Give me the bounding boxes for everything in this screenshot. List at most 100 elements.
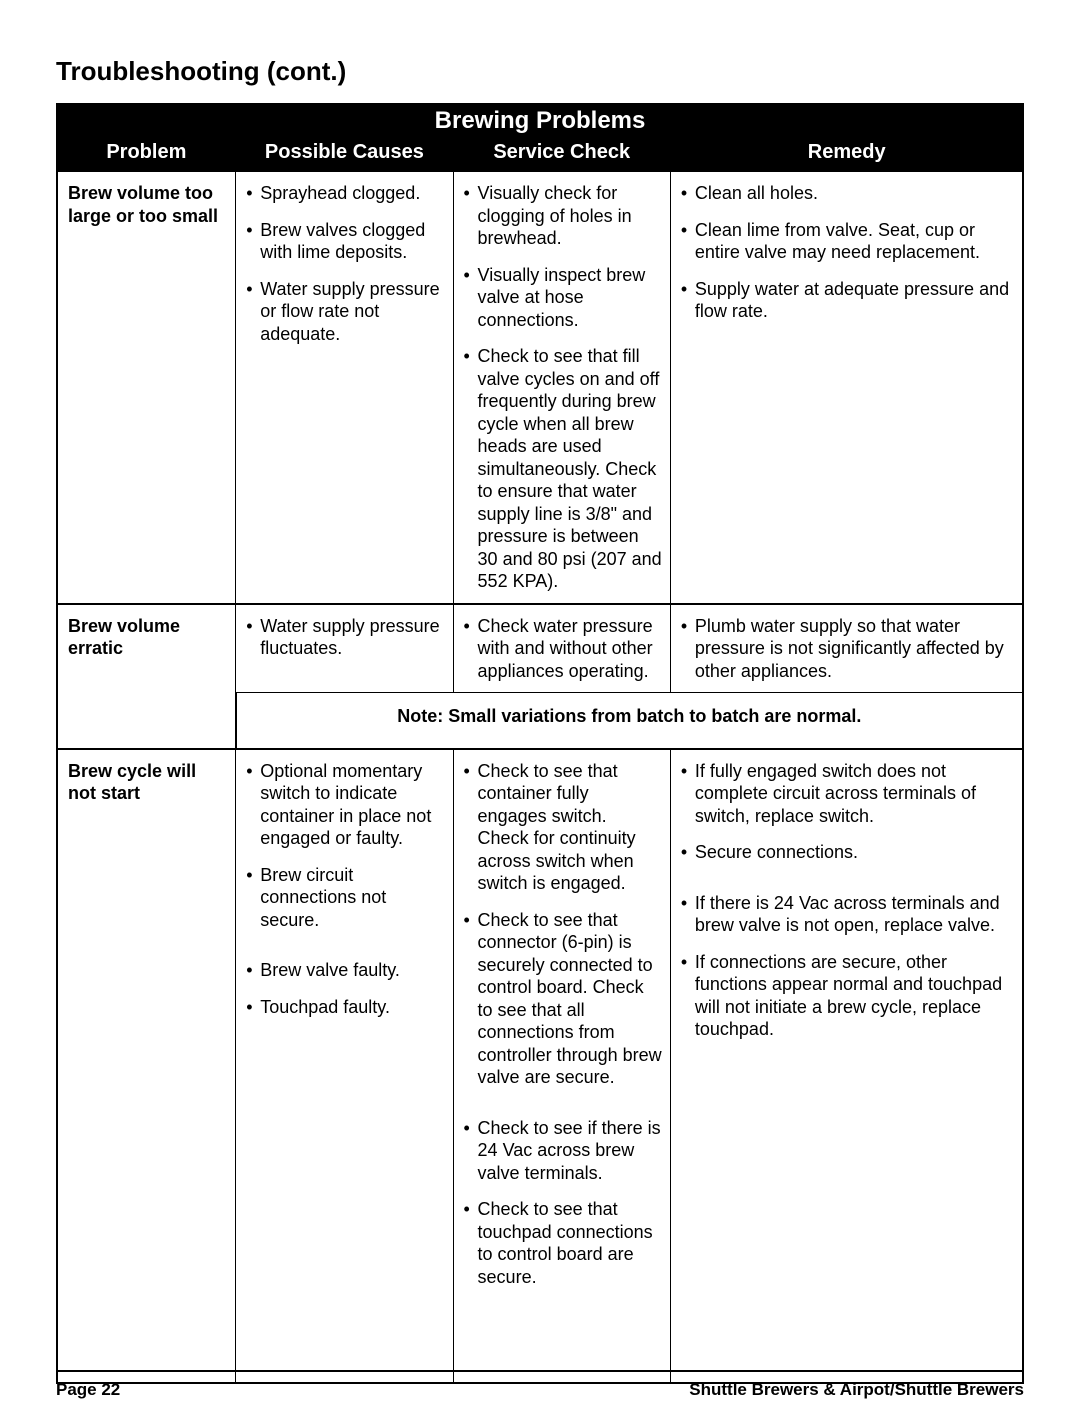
bullet-icon: • [464, 182, 478, 205]
cause-item-text: Water supply pressure fluctuates. [260, 615, 444, 660]
bullet-icon: • [464, 264, 478, 287]
table-row: Brew volume too large or too small•Spray… [57, 171, 1023, 604]
check-item-text: Check to see that touchpad connections t… [478, 1198, 662, 1288]
bullet-icon: • [464, 615, 478, 638]
check-item-text: Check to see that container fully engage… [478, 760, 662, 895]
problem-cell: Brew cycle will not start [57, 749, 236, 1384]
table-row: Brew volume erratic•Water supply pressur… [57, 604, 1023, 693]
cause-cell: •Sprayhead clogged.•Brew valves clogged … [236, 171, 453, 604]
cause-item-text: Water supply pressure or flow rate not a… [260, 278, 444, 346]
table-title: Brewing Problems [57, 104, 1023, 138]
bullet-icon: • [246, 959, 260, 982]
bullet-icon: • [464, 909, 478, 932]
troubleshoot-table: Brewing Problems Problem Possible Causes… [56, 103, 1024, 1384]
bullet-icon: • [246, 996, 260, 1019]
remedy-item: •Supply water at adequate pressure and f… [681, 278, 1014, 323]
check-item-text: Check water pressure with and without ot… [478, 615, 662, 683]
col-remedy: Remedy [670, 138, 1023, 171]
check-cell: •Visually check for clogging of holes in… [453, 171, 670, 604]
remedy-cell: •If fully engaged switch does not comple… [670, 749, 1023, 1384]
remedy-item: •If connections are secure, other functi… [681, 951, 1014, 1041]
note-text: Note: Small variations from batch to bat… [236, 693, 1023, 749]
problem-cell: Brew volume too large or too small [57, 171, 236, 604]
check-item: •Check to see that container fully engag… [464, 760, 662, 895]
remedy-item-text: If connections are secure, other functio… [695, 951, 1014, 1041]
bullet-icon: • [246, 760, 260, 783]
cause-item-text: Brew valve faulty. [260, 959, 444, 982]
check-item: •Check to see if there is 24 Vac across … [464, 1117, 662, 1185]
problem-label: Brew volume erratic [68, 615, 227, 660]
cause-cell: •Optional momentary switch to indicate c… [236, 749, 453, 1384]
remedy-item: •Clean all holes. [681, 182, 1014, 205]
col-causes: Possible Causes [236, 138, 453, 171]
remedy-cell: •Clean all holes.•Clean lime from valve.… [670, 171, 1023, 604]
bullet-icon: • [681, 951, 695, 974]
bullet-icon: • [464, 1117, 478, 1140]
bullet-icon: • [681, 615, 695, 638]
check-cell: •Check water pressure with and without o… [453, 604, 670, 693]
cause-item: •Sprayhead clogged. [246, 182, 444, 205]
bullet-icon: • [464, 345, 478, 368]
check-item: •Check to see that touchpad connections … [464, 1198, 662, 1288]
cause-cell: •Water supply pressure fluctuates. [236, 604, 453, 693]
problem-label: Brew cycle will not start [68, 760, 227, 805]
col-problem: Problem [57, 138, 236, 171]
check-item-text: Check to see if there is 24 Vac across b… [478, 1117, 662, 1185]
remedy-item-text: If fully engaged switch does not complet… [695, 760, 1014, 828]
cause-item: •Brew valve faulty. [246, 959, 444, 982]
bullet-icon: • [681, 219, 695, 242]
problem-cell: Brew volume erratic [57, 604, 236, 749]
cause-item-text: Optional momentary switch to indicate co… [260, 760, 444, 850]
check-item-text: Check to see that connector (6-pin) is s… [478, 909, 662, 1089]
bullet-icon: • [246, 219, 260, 242]
remedy-item-text: Supply water at adequate pressure and fl… [695, 278, 1014, 323]
check-item-text: Check to see that fill valve cycles on a… [478, 345, 662, 593]
check-item: •Visually check for clogging of holes in… [464, 182, 662, 250]
remedy-item-text: Plumb water supply so that water pressur… [695, 615, 1014, 683]
cause-item: •Brew circuit connections not secure. [246, 864, 444, 932]
check-item: •Visually inspect brew valve at hose con… [464, 264, 662, 332]
page-footer: Page 22 Shuttle Brewers & Airpot/Shuttle… [56, 1370, 1024, 1400]
cause-item-text: Brew valves clogged with lime deposits. [260, 219, 444, 264]
remedy-item-text: Clean lime from valve. Seat, cup or enti… [695, 219, 1014, 264]
bullet-icon: • [681, 278, 695, 301]
cause-item: •Touchpad faulty. [246, 996, 444, 1019]
cause-item: •Optional momentary switch to indicate c… [246, 760, 444, 850]
remedy-item-text: Secure connections. [695, 841, 1014, 864]
check-item: •Check water pressure with and without o… [464, 615, 662, 683]
cause-item: •Brew valves clogged with lime deposits. [246, 219, 444, 264]
remedy-item: •If fully engaged switch does not comple… [681, 760, 1014, 828]
check-item: •Check to see that fill valve cycles on … [464, 345, 662, 593]
column-header-row: Problem Possible Causes Service Check Re… [57, 138, 1023, 171]
remedy-item: •If there is 24 Vac across terminals and… [681, 892, 1014, 937]
cause-item: •Water supply pressure or flow rate not … [246, 278, 444, 346]
problem-label: Brew volume too large or too small [68, 182, 227, 227]
cause-item-text: Touchpad faulty. [260, 996, 444, 1019]
remedy-item: •Plumb water supply so that water pressu… [681, 615, 1014, 683]
cause-item-text: Sprayhead clogged. [260, 182, 444, 205]
check-item-text: Visually check for clogging of holes in … [478, 182, 662, 250]
bullet-icon: • [246, 278, 260, 301]
remedy-item-text: If there is 24 Vac across terminals and … [695, 892, 1014, 937]
col-check: Service Check [453, 138, 670, 171]
bullet-icon: • [681, 841, 695, 864]
table-title-row: Brewing Problems [57, 104, 1023, 138]
bullet-icon: • [681, 182, 695, 205]
footer-doc-title: Shuttle Brewers & Airpot/Shuttle Brewers [689, 1380, 1024, 1400]
page: Troubleshooting (cont.) Brewing Problems… [0, 0, 1080, 1424]
bullet-icon: • [464, 1198, 478, 1221]
page-title: Troubleshooting (cont.) [56, 56, 1024, 87]
cause-item-text: Brew circuit connections not secure. [260, 864, 444, 932]
bullet-icon: • [246, 182, 260, 205]
table-row: Brew cycle will not start•Optional momen… [57, 749, 1023, 1384]
bullet-icon: • [246, 615, 260, 638]
remedy-item: •Secure connections. [681, 841, 1014, 864]
check-item-text: Visually inspect brew valve at hose conn… [478, 264, 662, 332]
check-item: •Check to see that connector (6-pin) is … [464, 909, 662, 1089]
cause-item: •Water supply pressure fluctuates. [246, 615, 444, 660]
bullet-icon: • [464, 760, 478, 783]
remedy-item-text: Clean all holes. [695, 182, 1014, 205]
remedy-cell: •Plumb water supply so that water pressu… [670, 604, 1023, 693]
remedy-item: •Clean lime from valve. Seat, cup or ent… [681, 219, 1014, 264]
bullet-icon: • [681, 760, 695, 783]
